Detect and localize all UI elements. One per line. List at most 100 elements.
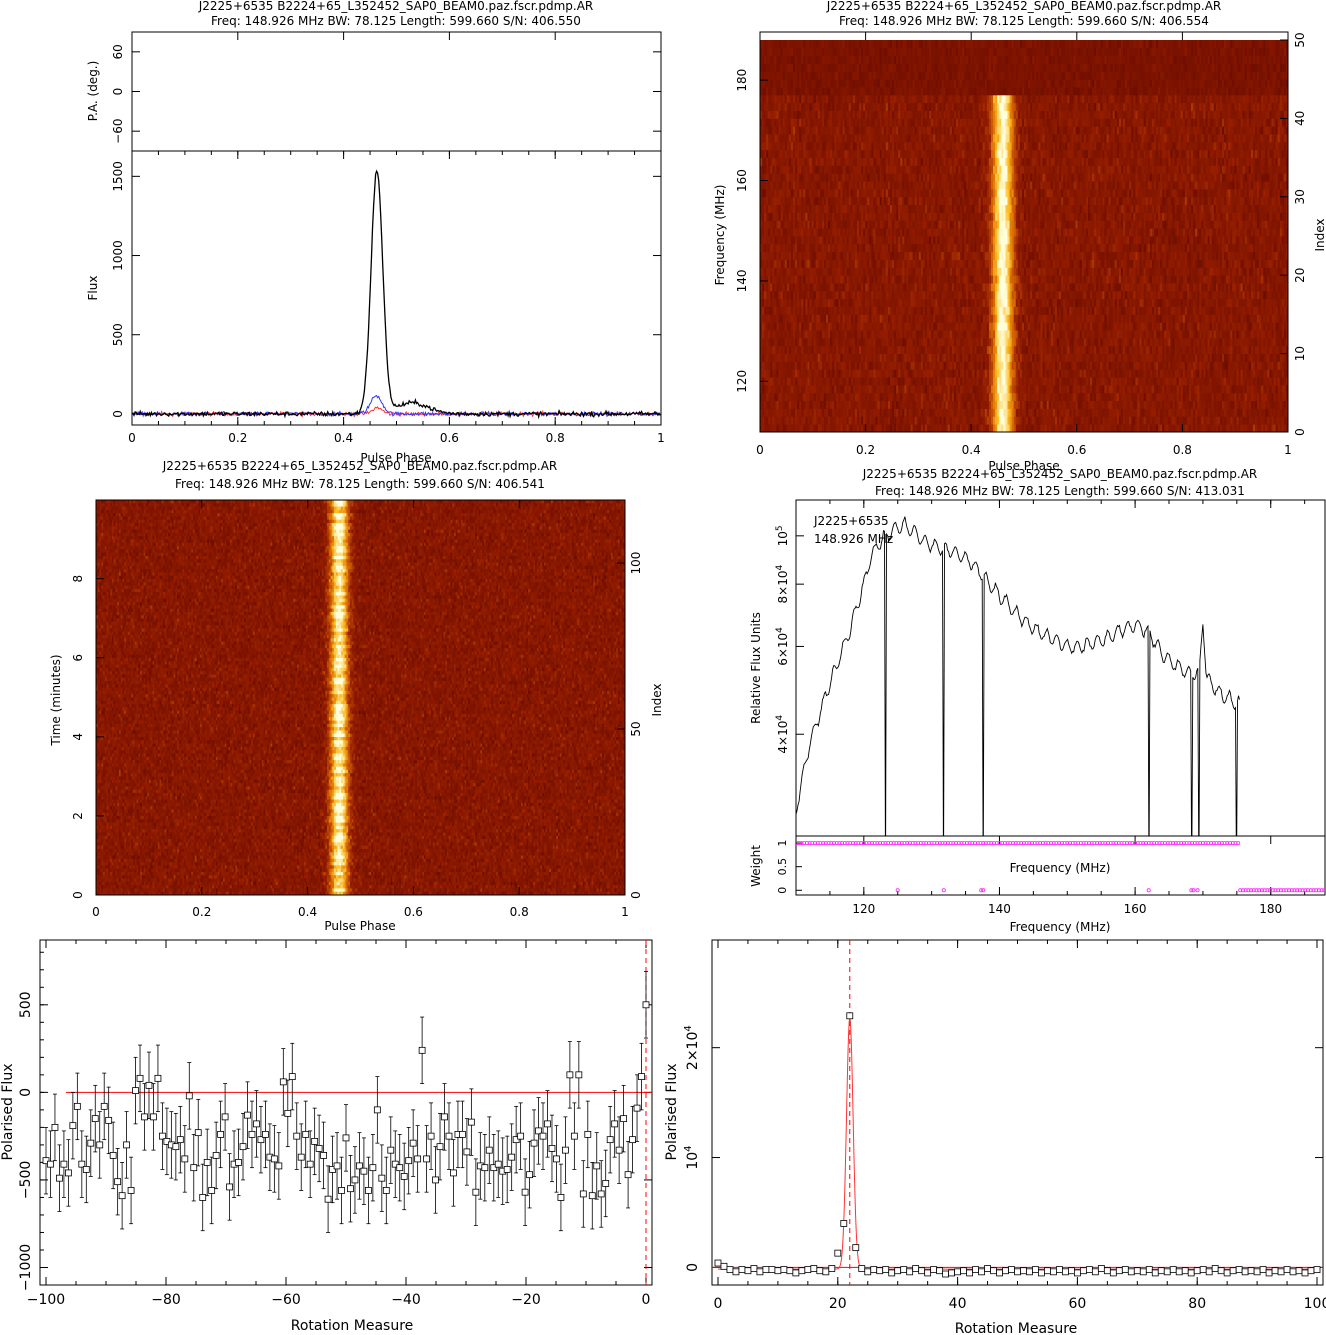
heatmap-cell xyxy=(1160,416,1163,425)
heatmap-cell xyxy=(995,353,998,362)
heatmap-cell xyxy=(991,322,994,331)
heatmap-cell xyxy=(1145,384,1149,394)
heatmap-cell xyxy=(1135,424,1138,432)
heatmap-cell xyxy=(1083,392,1087,402)
heatmap-cell xyxy=(1087,345,1091,354)
heatmap-cell xyxy=(1143,408,1147,417)
heatmap-cell xyxy=(801,298,804,307)
heatmap-cell xyxy=(1219,384,1223,394)
heatmap-cell xyxy=(844,298,848,307)
heatmap-cell xyxy=(793,322,796,331)
heatmap-cell xyxy=(1238,369,1241,378)
heatmap-cell xyxy=(887,345,891,354)
heatmap-cell xyxy=(1242,416,1246,425)
heatmap-cell xyxy=(1230,306,1233,315)
heatmap-cell xyxy=(830,424,833,432)
heatmap-cell xyxy=(1151,322,1155,331)
heatmap-cell xyxy=(770,408,773,417)
heatmap-cell xyxy=(1224,314,1227,323)
heatmap-cell xyxy=(1069,369,1072,378)
heatmap-cell xyxy=(982,392,986,402)
heatmap-cell xyxy=(778,384,782,394)
heatmap-cell xyxy=(972,306,975,315)
heatmap-cell xyxy=(764,322,767,331)
heatmap-cell xyxy=(1048,369,1052,378)
heatmap-cell xyxy=(867,369,870,378)
heatmap-cell xyxy=(1021,330,1025,339)
heatmap-cell xyxy=(995,345,998,354)
heatmap-cell xyxy=(1197,353,1200,362)
heatmap-cell xyxy=(922,424,926,432)
heatmap-cell xyxy=(850,377,854,386)
heatmap-cell xyxy=(852,330,856,339)
heatmap-cell xyxy=(1112,353,1116,362)
heatmap-cell xyxy=(1263,408,1266,417)
heatmap-cell xyxy=(1277,345,1281,354)
heatmap-cell xyxy=(1075,400,1079,409)
heatmap-cell xyxy=(801,392,804,402)
heatmap-cell xyxy=(875,345,878,354)
heatmap-cell xyxy=(805,416,808,425)
heatmap-cell xyxy=(997,306,1000,315)
heatmap-cell xyxy=(1061,400,1064,409)
heatmap-cell xyxy=(1149,408,1153,417)
heatmap-cell xyxy=(821,369,825,378)
heatmap-cell xyxy=(920,353,924,362)
heatmap-cell xyxy=(1203,322,1206,331)
heatmap-cell xyxy=(1174,337,1178,347)
heatmap-cell xyxy=(1007,322,1010,331)
heatmap-cell xyxy=(1244,314,1248,323)
heatmap-cell xyxy=(887,400,891,409)
heatmap-cell xyxy=(1232,408,1235,417)
heatmap-cell xyxy=(1100,384,1103,394)
heatmap-cell xyxy=(867,400,870,409)
heatmap-cell xyxy=(1265,369,1268,378)
heatmap-cell xyxy=(859,314,862,323)
heatmap-cell xyxy=(840,416,843,425)
heatmap-cell xyxy=(1001,314,1004,323)
heatmap-cell xyxy=(776,392,779,402)
heatmap-cell xyxy=(949,337,953,347)
heatmap-cell xyxy=(1199,424,1202,432)
heatmap-cell xyxy=(1108,400,1112,409)
heatmap-cell xyxy=(999,345,1002,354)
heatmap-cell xyxy=(1019,322,1023,331)
heatmap-cell xyxy=(1112,416,1116,425)
heatmap-cell xyxy=(964,353,967,362)
heatmap-cell xyxy=(1234,377,1237,386)
heatmap-cell xyxy=(1083,337,1087,347)
heatmap-cell xyxy=(1125,400,1128,409)
heatmap-cell xyxy=(986,306,990,315)
heatmap-cell xyxy=(836,400,839,409)
heatmap-cell xyxy=(1226,314,1229,323)
heatmap-cell xyxy=(1242,322,1246,331)
heatmap-cell xyxy=(887,337,891,347)
heatmap-cell xyxy=(774,369,777,378)
heatmap-cell xyxy=(867,330,870,339)
heatmap-cell xyxy=(1116,369,1120,378)
heatmap-cell xyxy=(838,337,841,347)
heatmap-cell xyxy=(1017,392,1021,402)
heatmap-cell xyxy=(953,322,957,331)
heatmap-cell xyxy=(1123,384,1126,394)
heatmap-cell xyxy=(867,416,870,425)
heatmap-cell xyxy=(865,416,868,425)
heatmap-cell xyxy=(1044,361,1048,370)
heatmap-cell xyxy=(1096,392,1099,402)
heatmap-cell xyxy=(772,353,775,362)
heatmap-cell xyxy=(972,314,975,323)
heatmap-cell xyxy=(1238,377,1241,386)
heatmap-cell xyxy=(817,424,821,432)
heatmap-cell xyxy=(883,416,887,425)
heatmap-cell xyxy=(861,369,864,378)
heatmap-cell xyxy=(1075,408,1079,417)
heatmap-cell xyxy=(900,392,903,402)
heatmap-cell xyxy=(879,322,883,331)
heatmap-cell xyxy=(1050,384,1054,394)
heatmap-cell xyxy=(937,353,940,362)
heatmap-cell xyxy=(863,416,866,425)
heatmap-cell xyxy=(908,322,911,331)
profile-ytick-label: 1500 xyxy=(111,161,125,192)
heatmap-cell xyxy=(982,369,986,378)
heatmap-cell xyxy=(807,408,810,417)
